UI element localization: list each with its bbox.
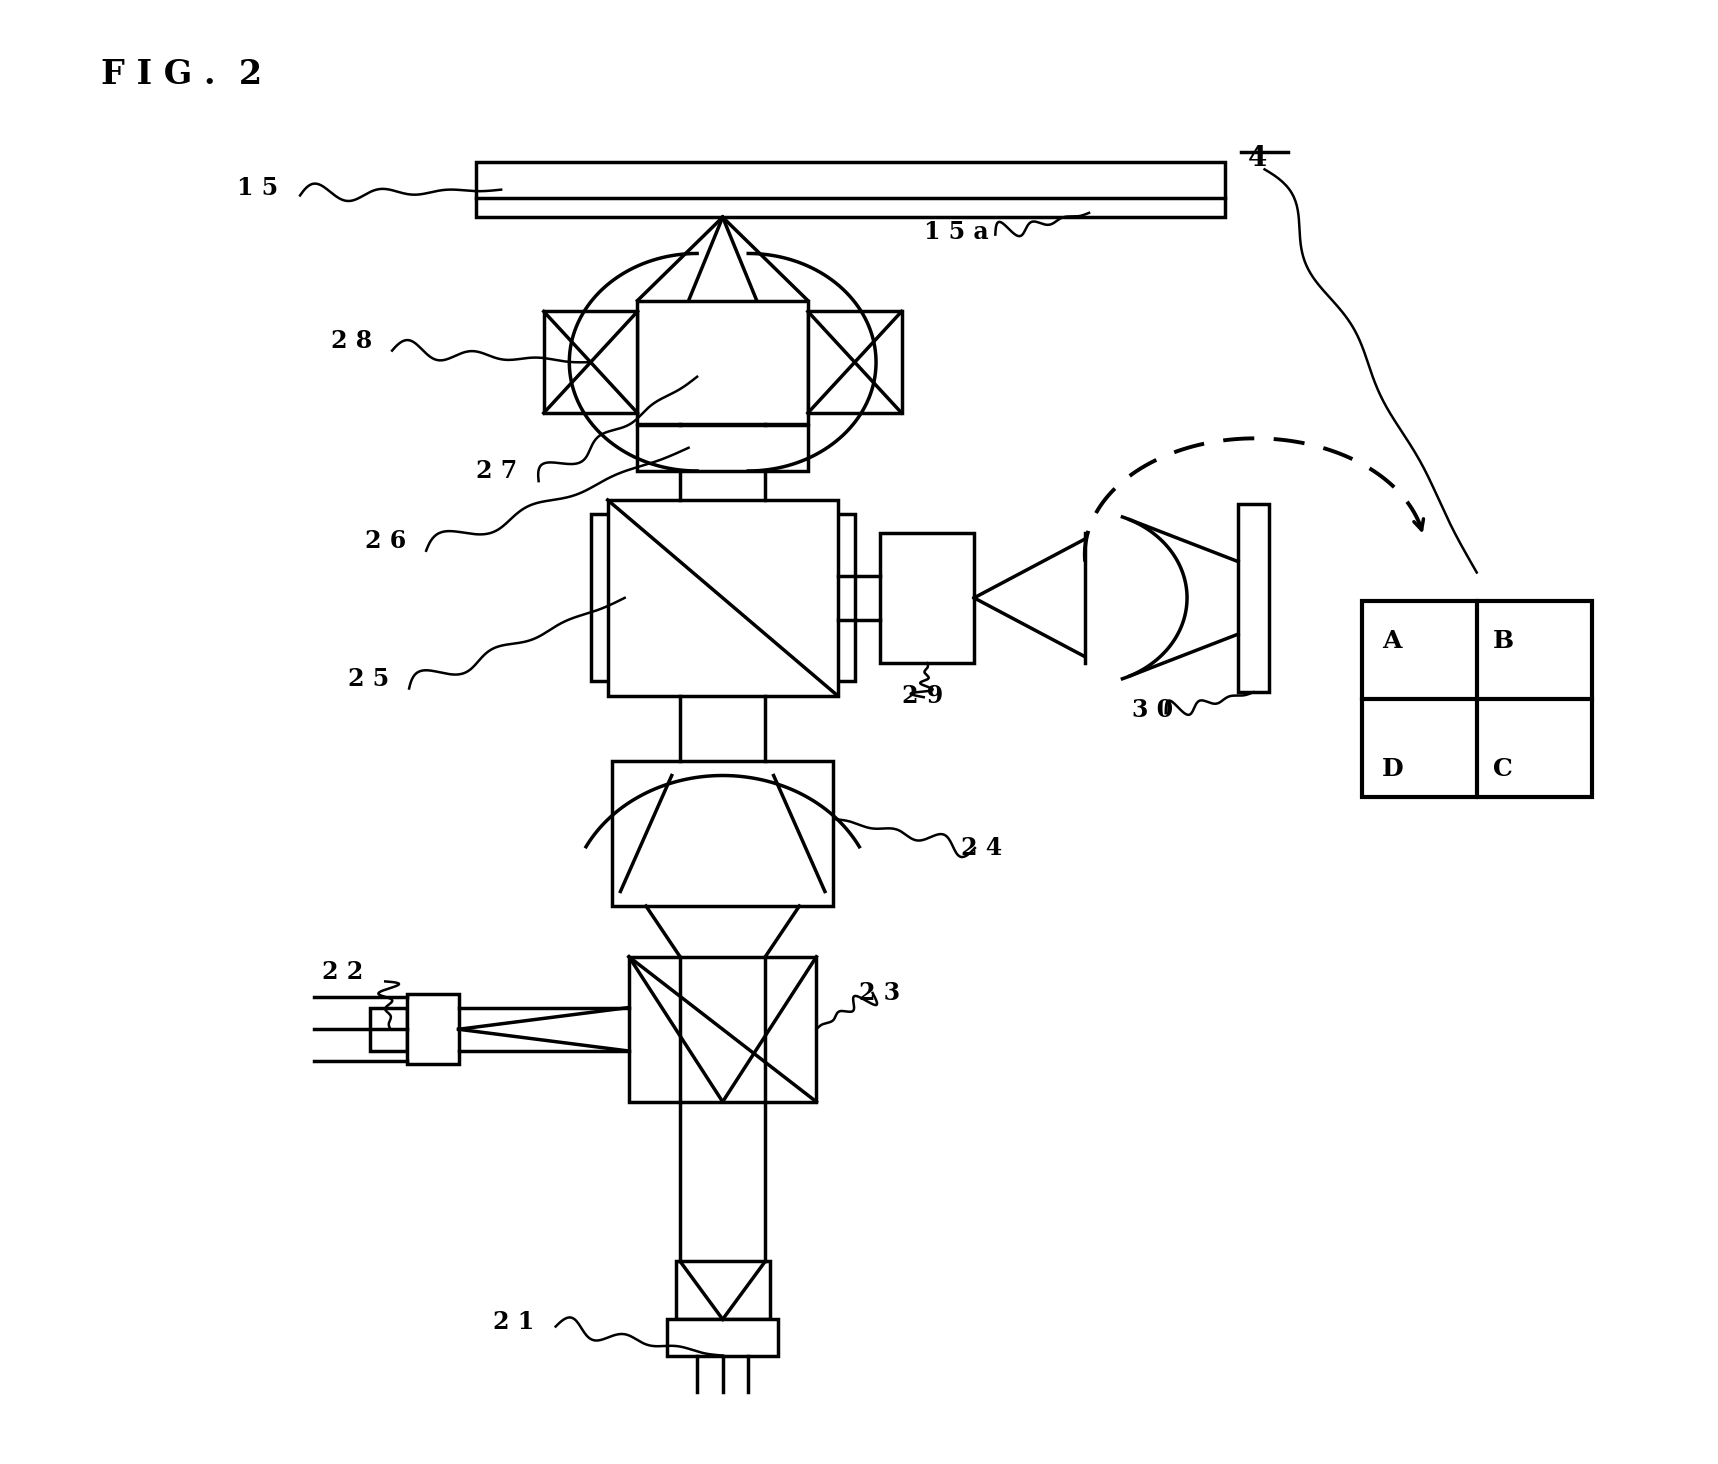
Bar: [637, 300, 807, 425]
Text: 1 5 a: 1 5 a: [924, 220, 988, 244]
Bar: [1362, 602, 1593, 798]
Bar: [543, 312, 637, 413]
Text: 4: 4: [1247, 145, 1266, 173]
Text: 2 1: 2 1: [493, 1310, 534, 1335]
Text: 2 4: 2 4: [962, 836, 1003, 861]
Bar: [407, 994, 459, 1064]
Bar: [880, 533, 974, 663]
Text: C: C: [1493, 757, 1514, 780]
Text: 2 8: 2 8: [332, 329, 373, 353]
Text: 3 0: 3 0: [1132, 698, 1173, 723]
Bar: [1239, 504, 1270, 692]
Bar: [369, 1007, 407, 1051]
Text: F I G .  2: F I G . 2: [101, 57, 261, 91]
Text: 2 5: 2 5: [347, 666, 388, 691]
Bar: [591, 514, 856, 681]
Text: A: A: [1383, 630, 1402, 653]
Text: 2 2: 2 2: [323, 959, 364, 984]
Bar: [612, 761, 833, 906]
Bar: [667, 1319, 778, 1356]
Text: 2 9: 2 9: [902, 684, 943, 709]
Bar: [637, 425, 807, 471]
Text: 1 5: 1 5: [237, 177, 278, 201]
Text: B: B: [1493, 630, 1514, 653]
Bar: [807, 312, 902, 413]
Bar: [608, 501, 838, 695]
Text: 2 3: 2 3: [859, 981, 900, 1006]
Text: 2 7: 2 7: [476, 460, 517, 483]
Bar: [675, 1262, 770, 1319]
Bar: [629, 957, 816, 1102]
Text: 2 6: 2 6: [364, 529, 405, 553]
Bar: [476, 163, 1225, 217]
Text: D: D: [1383, 757, 1404, 780]
